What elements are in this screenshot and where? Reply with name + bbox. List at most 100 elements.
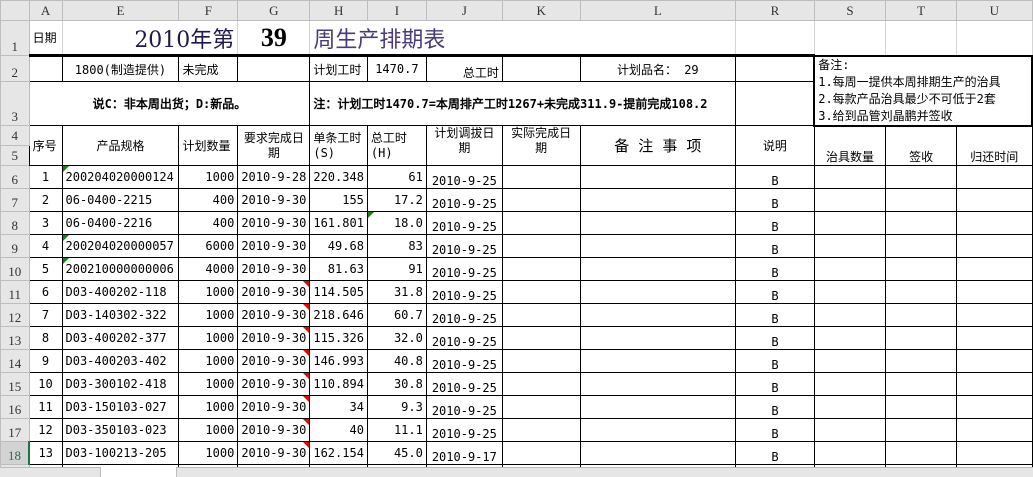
cell-u[interactable] [956,372,1033,396]
header-sign[interactable]: 签收 [885,125,958,166]
cell-actual[interactable] [501,418,581,442]
cell-s[interactable] [813,188,887,212]
cell-remarks[interactable] [579,418,737,442]
cell-due[interactable]: 2010-9-30 [237,257,311,281]
cell-alloc[interactable]: 2010-9-25 [425,188,503,212]
cell-total[interactable]: 61 [366,165,427,189]
cell-t[interactable] [885,395,958,419]
column-header[interactable]: J [425,0,503,21]
cell-qty[interactable]: 1000 [178,418,239,442]
column-header[interactable]: K [501,0,581,21]
cell-u[interactable] [956,349,1033,373]
cell-actual[interactable] [501,303,581,327]
cell-actual[interactable] [501,280,581,304]
cell-due[interactable]: 2010-9-28 [237,165,311,189]
header-total-hours[interactable]: 总工时(H) [366,125,427,166]
cell-s[interactable] [813,372,887,396]
cell-remarks[interactable] [579,165,737,189]
cell-seq[interactable]: 6 [28,280,63,304]
cell-seq[interactable]: 2 [28,188,63,212]
row-header[interactable]: 18 [0,441,31,465]
cell-total[interactable]: 40.8 [366,349,427,373]
cell-total[interactable]: 9.3 [366,395,427,419]
cell-alloc[interactable]: 2010-9-25 [425,165,503,189]
cell-desc[interactable]: B [735,441,815,465]
cell-qty[interactable]: 6000 [178,234,239,258]
row-header[interactable]: 2 [0,54,30,83]
cell-u[interactable] [956,303,1033,327]
cell-remarks[interactable] [579,188,737,212]
cell-remarks[interactable] [579,211,737,235]
row-header[interactable]: 17 [0,418,30,442]
cell-spec[interactable]: D03-400202-118 [61,280,180,304]
cell-actual[interactable] [501,257,581,281]
cell-desc[interactable]: B [735,372,815,396]
cell[interactable] [735,81,815,126]
cell[interactable] [956,20,1033,56]
cell-t[interactable] [885,326,958,350]
cell-alloc[interactable]: 2010-9-25 [425,280,503,304]
plan-hours-label[interactable]: 计划工时 [309,54,368,83]
row-header[interactable]: 15 [0,372,30,396]
cell-seq[interactable]: 7 [28,303,63,327]
cell-alloc[interactable]: 2010-9-25 [425,418,503,442]
cell-unit[interactable]: 162.154 [309,441,368,465]
cell-due[interactable]: 2010-9-30 [237,326,311,350]
cell-total[interactable]: 91 [366,257,427,281]
row-header[interactable]: 10 [0,257,30,281]
cell-u[interactable] [956,188,1033,212]
cell-qty[interactable]: 1000 [178,395,239,419]
header-spec[interactable]: 产品规格 [61,125,180,166]
cell-u[interactable] [956,418,1033,442]
cell-unit[interactable]: 146.993 [309,349,368,373]
cell-seq[interactable]: 10 [28,372,63,396]
cell-actual[interactable] [501,395,581,419]
cell-remarks[interactable] [579,441,737,465]
cell-s[interactable] [813,395,887,419]
cell[interactable] [885,20,958,56]
notes-box[interactable]: 备注: 1.每周一提供本周排期生产的治具 2.每款产品治具最少不可低于2套 3.给到品… [813,54,1033,127]
cell-remarks[interactable] [579,395,737,419]
column-header[interactable]: S [813,0,887,21]
cell-total[interactable]: 31.8 [366,280,427,304]
cell-desc[interactable]: B [735,257,815,281]
cell-total[interactable]: 60.7 [366,303,427,327]
header-remarks[interactable]: 备 注 事 项 [579,125,737,166]
column-header[interactable]: F [178,0,239,21]
cell-desc[interactable]: B [735,418,815,442]
row-header[interactable]: 9 [0,234,30,258]
cell-desc[interactable]: B [735,188,815,212]
cell-t[interactable] [885,349,958,373]
row-header[interactable]: 5 [0,145,30,166]
cell-seq[interactable]: 13 [28,441,63,465]
cell-unit[interactable]: 114.505 [309,280,368,304]
row-header[interactable]: 4 [0,125,30,146]
column-header[interactable]: T [885,0,958,21]
cell-s[interactable] [813,441,887,465]
cell-u[interactable] [956,165,1033,189]
cell-due[interactable]: 2010-9-30 [237,418,311,442]
cell-unit[interactable]: 110.894 [309,372,368,396]
cell[interactable] [237,54,311,83]
cell[interactable] [28,54,63,83]
cell-actual[interactable] [501,326,581,350]
cell-seq[interactable]: 12 [28,418,63,442]
cell-due[interactable]: 2010-9-30 [237,395,311,419]
cell-u[interactable] [956,280,1033,304]
total-hours-label[interactable]: 总工时 [425,54,503,83]
row-header[interactable]: 16 [0,395,30,419]
cell-spec[interactable]: 06-0400-2215 [61,188,180,212]
cell-spec[interactable]: 200204020000124 [61,165,180,189]
cell-unit[interactable]: 220.348 [309,165,368,189]
cell-spec[interactable]: 200204020000057 [61,234,180,258]
cell-spec[interactable]: D03-150103-027 [61,395,180,419]
unfinished-cell[interactable]: 未完成 [178,54,239,83]
cell-desc[interactable]: B [735,349,815,373]
cell-remarks[interactable] [579,257,737,281]
cell-remarks[interactable] [579,303,737,327]
sheet-tab[interactable] [100,467,177,477]
cell-remarks[interactable] [579,326,737,350]
cell-s[interactable] [813,234,887,258]
cell-u[interactable] [956,395,1033,419]
cell-spec[interactable]: D03-400202-377 [61,326,180,350]
